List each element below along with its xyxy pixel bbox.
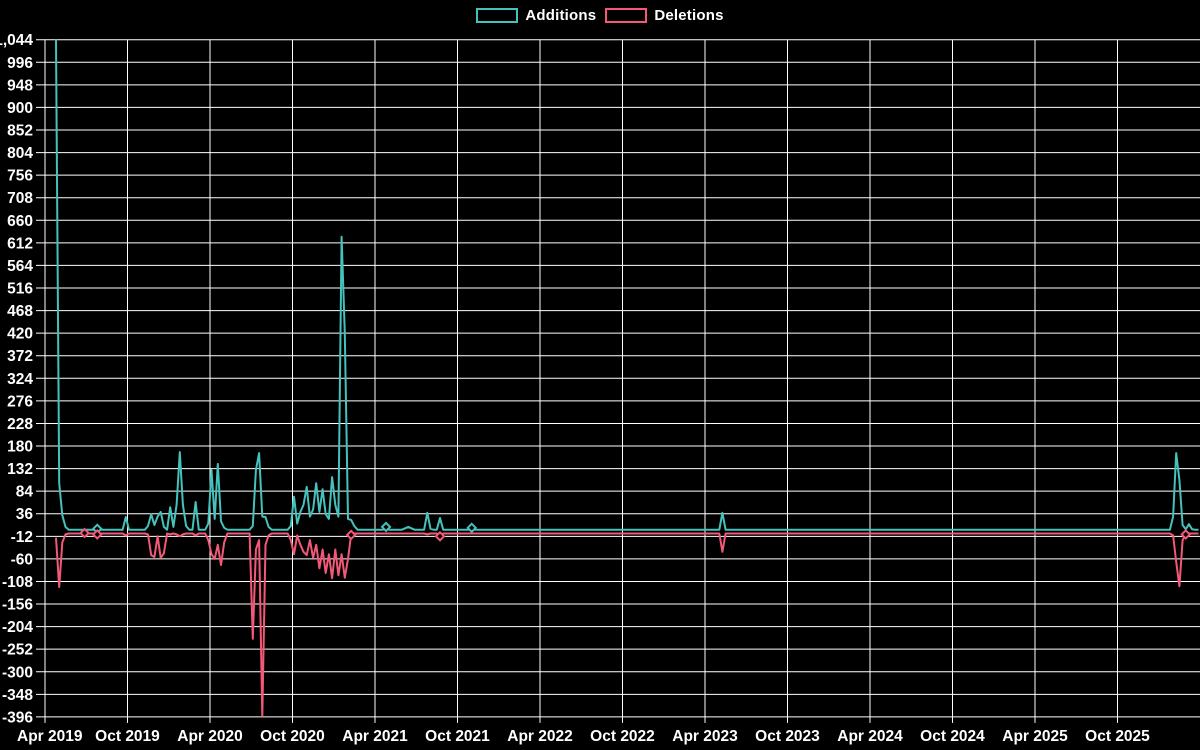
y-tick-label: 132 xyxy=(7,461,33,478)
y-tick-label: 180 xyxy=(7,439,33,456)
y-tick-label: -348 xyxy=(2,687,33,704)
deletions-point-marker[interactable] xyxy=(434,530,446,542)
y-tick-label: 420 xyxy=(7,326,33,343)
y-tick-label: 996 xyxy=(7,55,33,72)
deletions-point-marker[interactable] xyxy=(79,527,90,539)
legend-item-additions[interactable]: Additions xyxy=(476,7,596,24)
x-tick-label: Oct 2020 xyxy=(260,728,325,745)
y-tick-label: 852 xyxy=(7,122,33,139)
x-tick-label: Apr 2023 xyxy=(672,728,738,745)
y-tick-label: 516 xyxy=(7,281,33,298)
y-tick-label: -12 xyxy=(11,529,33,546)
y-tick-label: 612 xyxy=(7,235,33,252)
y-tick-label: 804 xyxy=(7,145,33,162)
x-tick-label: Oct 2023 xyxy=(755,728,820,745)
y-tick-label: 324 xyxy=(7,371,33,388)
y-tick-label: 900 xyxy=(7,100,33,117)
x-tick-label: Oct 2024 xyxy=(920,728,985,745)
deletions-point-marker[interactable] xyxy=(345,529,357,541)
additions-point-marker[interactable] xyxy=(466,522,478,534)
deletions-point-marker[interactable] xyxy=(91,529,103,540)
legend-label-additions: Additions xyxy=(525,7,597,24)
legend-label-deletions: Deletions xyxy=(654,7,724,24)
additions-point-marker[interactable] xyxy=(380,521,392,533)
x-tick-label: Oct 2021 xyxy=(425,728,490,745)
additions-line[interactable] xyxy=(55,39,1199,531)
deletions-line[interactable] xyxy=(55,532,1199,717)
y-tick-label: 468 xyxy=(7,303,33,320)
y-tick-label: 1,044 xyxy=(0,32,33,49)
x-tick-label: Apr 2019 xyxy=(17,728,83,745)
additions-swatch-icon xyxy=(476,8,519,23)
y-tick-label: 948 xyxy=(7,77,33,94)
y-tick-label: 84 xyxy=(16,484,34,501)
y-tick-label: 372 xyxy=(7,348,33,365)
x-tick-label: Oct 2025 xyxy=(1085,728,1150,745)
y-tick-label: -252 xyxy=(2,642,33,659)
y-tick-label: 660 xyxy=(7,213,33,230)
y-tick-label: -204 xyxy=(2,619,33,636)
deletions-point-marker[interactable] xyxy=(1180,529,1192,540)
x-tick-label: Apr 2022 xyxy=(507,728,572,745)
x-tick-label: Apr 2021 xyxy=(342,728,408,745)
y-tick-label: -396 xyxy=(2,709,33,726)
legend-item-deletions[interactable]: Deletions xyxy=(605,7,723,24)
y-tick-label: 756 xyxy=(7,168,33,185)
y-tick-label: -108 xyxy=(2,574,33,591)
y-tick-label: 228 xyxy=(7,416,33,433)
chart-legend: Additions Deletions xyxy=(0,7,1200,24)
y-tick-label: 708 xyxy=(7,190,33,207)
x-tick-label: Apr 2024 xyxy=(837,728,903,745)
y-tick-label: 276 xyxy=(7,393,33,410)
y-tick-label: -300 xyxy=(2,664,33,681)
y-tick-label: 564 xyxy=(7,258,33,275)
x-tick-label: Apr 2020 xyxy=(177,728,242,745)
y-tick-label: -156 xyxy=(2,597,33,614)
y-tick-label: -60 xyxy=(11,551,33,568)
x-tick-label: Apr 2025 xyxy=(1002,728,1068,745)
deletions-swatch-icon xyxy=(605,8,648,23)
x-tick-label: Oct 2022 xyxy=(590,728,655,745)
x-tick-label: Oct 2019 xyxy=(95,728,160,745)
y-tick-label: 36 xyxy=(16,506,34,523)
